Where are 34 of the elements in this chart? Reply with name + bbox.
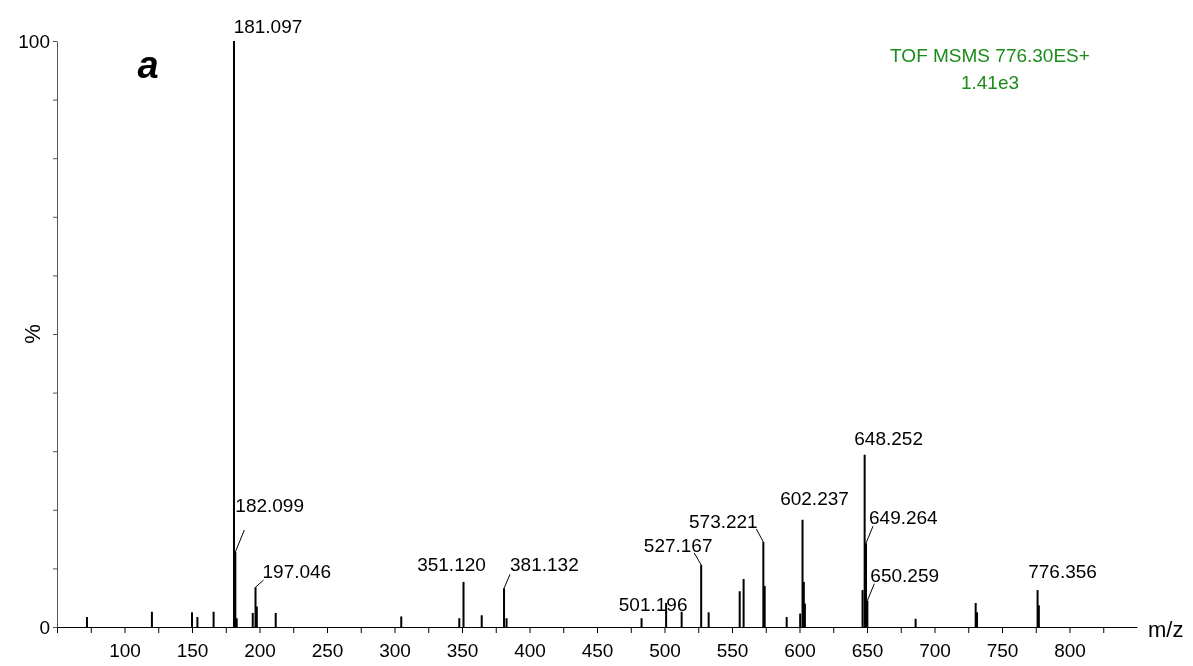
x-tick-label: 750 bbox=[986, 639, 1019, 661]
x-tick-label: 150 bbox=[176, 639, 209, 661]
annotation: 649.264 bbox=[869, 507, 939, 529]
annotation: a bbox=[137, 44, 159, 86]
x-tick-label: 650 bbox=[851, 639, 884, 661]
x-tick-label: 550 bbox=[716, 639, 749, 661]
x-axis-title: m/z bbox=[1148, 617, 1184, 642]
annotation: 776.356 bbox=[1028, 561, 1097, 583]
annotation: 501.196 bbox=[618, 593, 688, 615]
annotation: 181.097 bbox=[233, 16, 303, 37]
x-tick-label: 800 bbox=[1054, 639, 1086, 661]
annotation: 573.221 bbox=[689, 511, 758, 533]
x-tick-label: 450 bbox=[581, 639, 614, 661]
annotation: 648.252 bbox=[854, 427, 923, 449]
annotation: 197.046 bbox=[262, 561, 332, 583]
annotation: 182.099 bbox=[235, 494, 305, 516]
annotation: 527.167 bbox=[643, 534, 713, 556]
y-axis-title: % bbox=[20, 324, 45, 344]
annotation: TOF MSMS 776.30ES+ bbox=[890, 45, 1090, 66]
x-tick-label: 300 bbox=[379, 639, 411, 661]
annotation: 602.237 bbox=[780, 487, 849, 509]
x-tick-label: 250 bbox=[311, 639, 344, 661]
annotation: 381.132 bbox=[510, 554, 579, 576]
annotation: 650.259 bbox=[870, 564, 940, 586]
x-tick-label: 350 bbox=[446, 639, 479, 661]
annotation: 1.41e3 bbox=[960, 72, 1020, 93]
y-tick-label: 0 bbox=[39, 616, 50, 638]
x-tick-label: 100 bbox=[109, 639, 141, 661]
x-tick-label: 600 bbox=[784, 639, 816, 661]
x-tick-label: 500 bbox=[649, 639, 681, 661]
x-tick-label: 700 bbox=[919, 639, 951, 661]
x-tick-label: 400 bbox=[514, 639, 546, 661]
annotation: 351.120 bbox=[417, 553, 486, 575]
x-tick-label: 200 bbox=[244, 639, 276, 661]
